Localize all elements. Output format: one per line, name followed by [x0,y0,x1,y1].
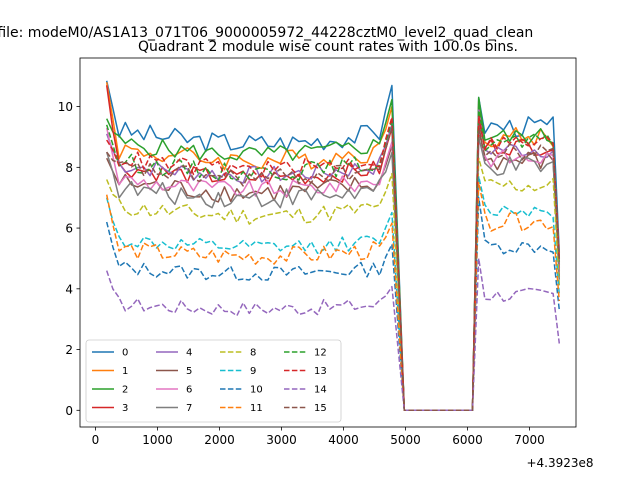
plot-frame [79,57,577,428]
legend-label-14: 14 [314,385,327,396]
chart-title: Quadrant 2 module wise count rates with … [138,39,518,55]
legend-label-11: 11 [250,403,263,414]
legend-label-9: 9 [250,366,256,377]
x-tick-label: 0 [92,433,100,447]
series-line-7 [105,136,561,412]
y-tick-label: 10 [58,100,73,114]
legend-label-6: 6 [186,385,192,396]
legend-box [85,339,342,423]
y-tick-label: 8 [65,161,73,175]
x-offset-label: +4.3923e8 [526,456,593,470]
legend-label-10: 10 [250,385,263,396]
x-tick-label: 5000 [390,433,421,447]
series-line-10 [105,196,561,412]
series-line-8 [106,157,561,412]
series-line-14 [105,257,561,412]
y-tick-label: 6 [65,222,73,236]
legend-label-0: 0 [122,348,128,359]
x-tick-label: 1000 [142,433,173,447]
series-line-15 [106,127,561,412]
x-tick-label: 6000 [452,433,483,447]
legend-label-12: 12 [314,348,327,359]
y-axis: 0 2 4 6 8 10 [58,100,80,418]
series-line-0 [105,80,561,412]
y-tick-label: 4 [65,282,73,296]
legend-label-1: 1 [122,366,128,377]
x-tick-label: 7000 [514,433,545,447]
series-layer [105,80,561,412]
legend-label-4: 4 [186,348,192,359]
y-tick-label: 0 [65,404,73,418]
legend-label-15: 15 [314,403,327,414]
series-line-11 [105,181,561,412]
series-line-13 [106,114,561,412]
series-line-2 [106,96,561,412]
legend-label-13: 13 [314,366,327,377]
x-tick-label: 4000 [328,433,359,447]
x-tick-label: 3000 [266,433,297,447]
legend-label-5: 5 [186,366,192,377]
series-line-9 [105,175,561,412]
legend-label-8: 8 [250,348,256,359]
legend-label-2: 2 [122,385,128,396]
figure-suptitle: n file: modeM0/AS1A13_071T06_9000005972_… [0,25,533,41]
legend-label-3: 3 [122,403,128,414]
legend-label-7: 7 [186,403,192,414]
y-tick-label: 2 [65,343,73,357]
x-tick-label: 2000 [204,433,235,447]
x-axis: 0 1000 2000 3000 4000 5000 6000 7000 [92,427,545,447]
series-line-4 [105,108,561,412]
